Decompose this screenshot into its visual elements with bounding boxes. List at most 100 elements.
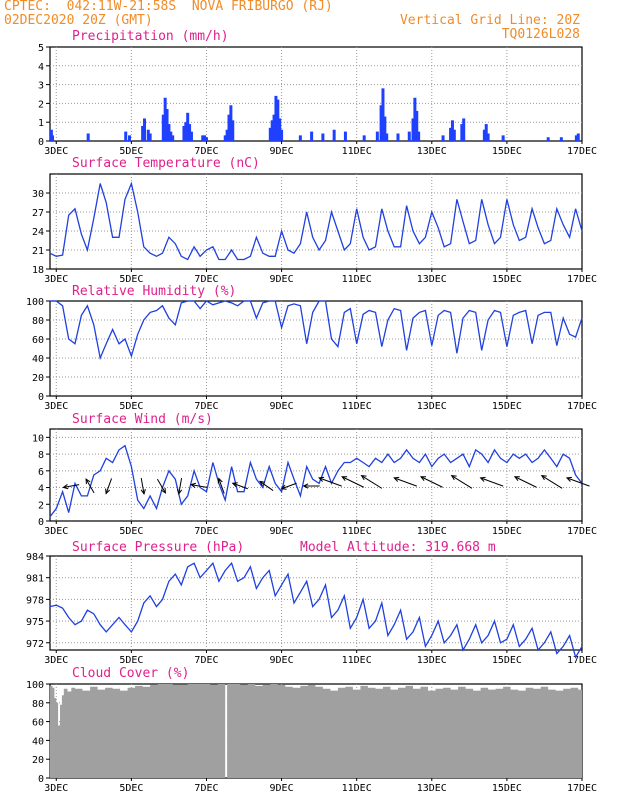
wind-arrow [341,476,364,488]
cloud-xtick-label: 15DEC [492,783,522,794]
press-ytick-label: 984 [26,552,44,563]
press-line [49,561,583,659]
wind-arrowhead [217,477,223,484]
wind-arrow [85,478,95,494]
precip-bar [576,133,580,141]
press-ytick-label: 978 [26,595,44,606]
precip-bar [143,118,147,141]
precip-bar [407,131,411,141]
precip-bar [415,110,419,141]
cloud-ytick-label: 100 [26,680,44,691]
precip-bar [189,131,193,141]
wind-arrow [259,481,274,491]
precip-bar [51,135,55,141]
wind-line [49,444,583,518]
wind-arrow [156,478,166,494]
cloud-xtick-label: 17DEC [567,783,597,794]
precip-bar [229,105,233,141]
precip-bar [379,105,383,141]
wind-ytick-label: 6 [38,467,44,478]
precip-ytick-label: 4 [38,62,44,73]
wind-arrowhead [513,476,520,481]
wind-arrowhead [479,476,486,482]
precip-bar [383,116,387,141]
precip-bar [148,133,152,141]
precip-ytick-label: 5 [38,43,44,54]
wind-arrow [178,478,183,494]
precip-bar [417,131,421,141]
wind-ytick-label: 0 [38,517,44,528]
wind-arrow [420,476,443,488]
temp-panel: 18 21 24 27 30 3DEC 5DEC 7DEC 9DEC 11DEC 13DEC 15DE… [32,156,597,285]
precip-bar [276,99,280,141]
precip-bar [188,124,192,141]
wind-arrowhead [341,476,348,481]
rh-title: Relative Humidity (%) [72,284,236,299]
wind-xtick-label: 13DEC [417,526,447,537]
precip-bar [124,131,128,141]
precip-bar [184,122,188,141]
precip-xtick-label: 7DEC [194,146,218,157]
header-grid-line: Vertical Grid Line: 20Z [399,13,580,28]
precip-bar [381,88,385,141]
cloud-xtick-label: 5DEC [119,783,143,794]
temp-ytick-label: 30 [32,189,44,200]
temp-xtick-label: 17DEC [567,274,597,285]
precip-bar [332,129,336,141]
wind-arrowhead [160,487,166,494]
precip-bar [411,118,415,141]
wind-xtick-label: 3DEC [44,526,68,537]
precip-xtick-label: 13DEC [417,146,447,157]
rh-xtick-label: 9DEC [270,401,294,412]
wind-arrow [451,475,473,489]
wind-arrow [281,482,297,490]
rh-ytick-label: 60 [32,335,44,346]
wind-arrow [541,475,563,489]
precip-bar [546,137,550,141]
press-xtick-label: 17DEC [567,655,597,666]
temp-ytick-label: 24 [32,227,44,238]
wind-arrow [140,478,145,494]
temp-xtick-label: 11DEC [342,274,372,285]
rh-frame [49,300,583,397]
press-ytick-label: 981 [26,574,44,585]
press-xtick-label: 7DEC [194,655,218,666]
precip-bar [127,135,131,141]
press-ytick-label: 972 [26,639,44,650]
temp-ytick-label: 21 [32,246,44,257]
precip-bar [268,127,272,141]
temp-xtick-label: 9DEC [270,274,294,285]
wind-frame [49,428,583,522]
precip-bar [167,124,171,141]
rh-ytick-label: 20 [32,373,44,384]
temp-frame [49,173,583,270]
precip-bar [396,133,400,141]
precip-bar [362,135,366,141]
wind-xtick-label: 9DEC [270,526,294,537]
wind-arrowhead [259,480,266,487]
cloud-xtick-label: 9DEC [270,783,294,794]
precip-bar [413,97,417,141]
wind-arrowhead [280,484,287,490]
precip-bar [375,131,379,141]
wind-arrow [566,477,590,487]
temp-ytick-label: 18 [32,265,44,276]
precip-bar [452,129,456,141]
wind-arrowhead [360,475,367,481]
wind-arrowhead [450,475,457,481]
wind-ytick-label: 8 [38,450,44,461]
wind-arrow [318,477,342,487]
wind-title: Surface Wind (m/s) [72,412,213,427]
precip-bar [449,127,453,141]
rh-xtick-label: 13DEC [417,401,447,412]
precip-xtick-label: 9DEC [270,146,294,157]
wind-ytick-label: 2 [38,500,44,511]
rh-xtick-label: 3DEC [44,401,68,412]
temp-xtick-label: 7DEC [194,274,218,285]
temp-xtick-label: 3DEC [44,274,68,285]
precip-bar [343,131,347,141]
wind-arrow [218,478,225,494]
temp-xtick-label: 13DEC [417,274,447,285]
rh-ytick-label: 0 [38,392,44,403]
